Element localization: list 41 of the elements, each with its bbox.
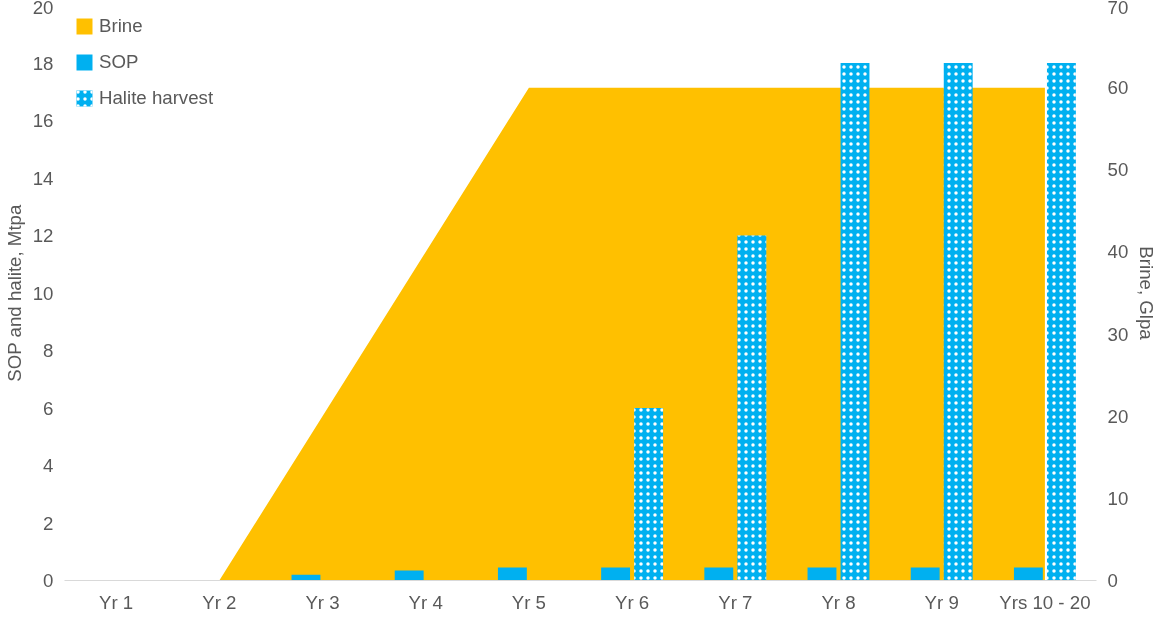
y2-tick-label: 0: [1107, 570, 1118, 591]
x-tick-label: Yrs 10 - 20: [999, 591, 1091, 613]
y2-tick-label: 40: [1107, 241, 1129, 263]
y2-tick-label: 50: [1107, 159, 1129, 181]
x-tick-label: Yr 1: [98, 591, 134, 613]
x-tick-label: Yr 8: [821, 591, 856, 613]
bar: [807, 567, 837, 581]
y-tick-label: 8: [43, 340, 54, 361]
x-tick-label: Yr 3: [305, 591, 340, 613]
y-tick-label: 18: [32, 52, 54, 74]
y-tick-label: 20: [32, 0, 54, 18]
y2-tick-label: 60: [1107, 77, 1129, 99]
bar: [704, 567, 734, 581]
x-tick-label: Yr 4: [408, 591, 443, 613]
bar: [497, 567, 527, 581]
y2-tick-label: 10: [1107, 487, 1129, 509]
y-tick-label: 12: [32, 225, 54, 246]
bar: [1013, 567, 1043, 581]
y-tick-label: 16: [32, 110, 54, 131]
legend-label: SOP: [99, 51, 139, 73]
bar: [394, 570, 424, 581]
x-tick-label: Yr 2: [202, 591, 237, 613]
y-tick-label: 2: [43, 512, 54, 534]
y2-tick-label: 20: [1107, 405, 1129, 427]
y-tick-label: 0: [43, 570, 54, 591]
y-tick-label: 6: [43, 397, 54, 419]
bar: [910, 567, 940, 581]
bar: [601, 567, 631, 581]
x-tick-label: Yr 5: [511, 591, 547, 613]
y-tick-label: 10: [32, 282, 54, 304]
y2-tick-label: 30: [1107, 323, 1129, 345]
y-axis-title: SOP and halite, Mtpa: [3, 204, 25, 382]
y-tick-label: 14: [32, 167, 54, 189]
y2-axis-title: Brine, Glpa: [1136, 246, 1158, 341]
y2-tick-label: 70: [1107, 0, 1129, 18]
x-tick-label: Yr 7: [718, 591, 753, 613]
legend-label: Brine: [99, 15, 143, 37]
x-tick-label: Yr 6: [614, 591, 650, 613]
x-tick-label: Yr 9: [924, 591, 959, 613]
legend-label: Halite harvest: [99, 87, 214, 109]
y-tick-label: 4: [43, 455, 54, 476]
